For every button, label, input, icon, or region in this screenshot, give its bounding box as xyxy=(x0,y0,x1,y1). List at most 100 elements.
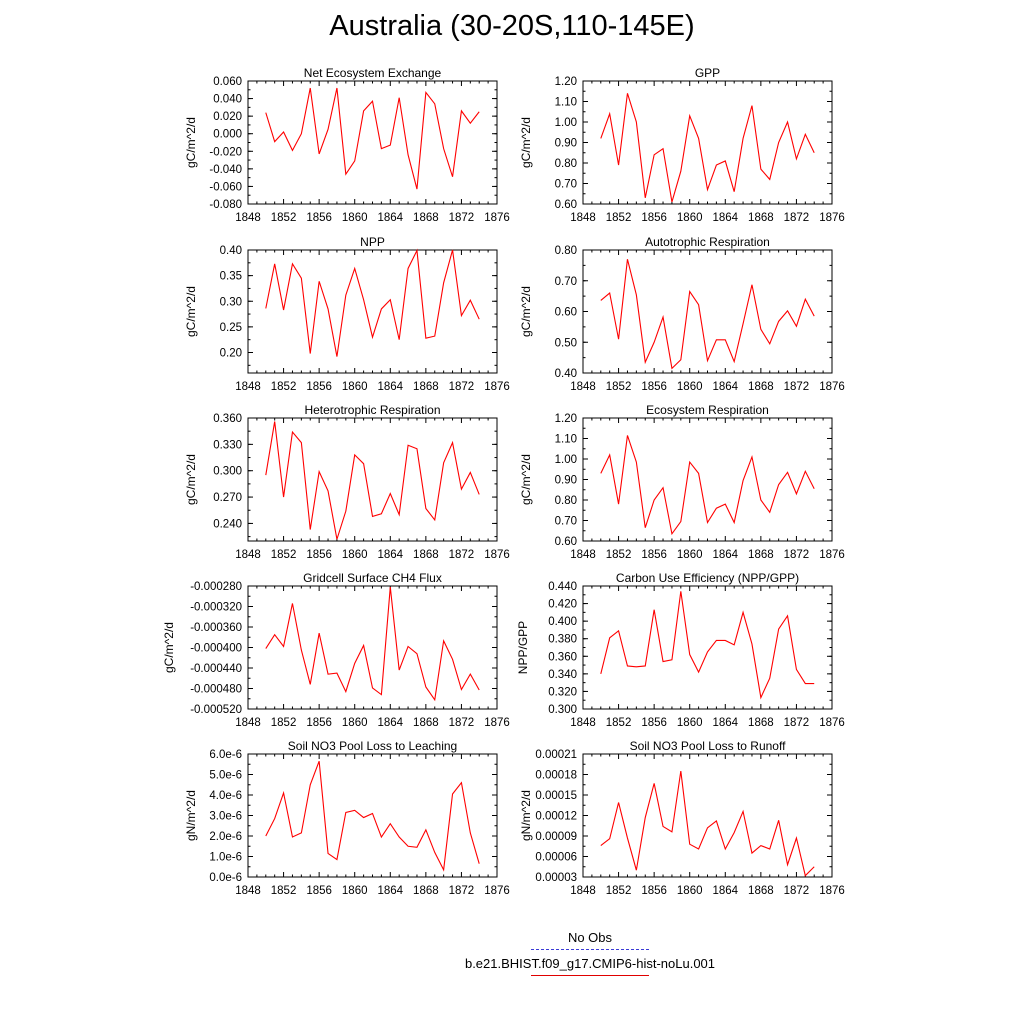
panel-2-series-line xyxy=(600,93,815,203)
panel-8-ylabel: NPP/GPP xyxy=(516,621,530,674)
panel-1-xtick-label: 1876 xyxy=(484,212,510,224)
panel-3-xtick-label: 1856 xyxy=(306,381,332,393)
panel-9-xtick-label: 1852 xyxy=(271,885,297,897)
panel-10-ytick-label: 0.00015 xyxy=(535,790,577,802)
panel-2-ytick-label: 1.00 xyxy=(555,117,577,129)
panel-3-title: NPP xyxy=(360,235,385,249)
panel-8-ytick-label: 0.340 xyxy=(548,669,577,681)
panel-1-xtick-label: 1864 xyxy=(377,212,403,224)
panel-7-xtick-label: 1872 xyxy=(449,717,475,729)
panel-3-xtick-label: 1868 xyxy=(413,381,439,393)
panel-2-xtick-label: 1868 xyxy=(748,212,774,224)
panel-9-frame xyxy=(247,753,498,878)
panel-3-xtick-label: 1872 xyxy=(449,381,475,393)
panel-8-ytick-label: 0.320 xyxy=(548,686,577,698)
legend-label-model: b.e21.BHIST.f09_g17.CMIP6-hist-noLu.001 xyxy=(464,956,716,971)
panel-2-frame xyxy=(582,80,833,205)
panel-7-ytick-label: -0.000320 xyxy=(190,602,242,614)
panel-4-xtick-label: 1860 xyxy=(677,381,703,393)
panel-2-ytick-label: 0.90 xyxy=(555,138,577,150)
panel-3-xtick-label: 1876 xyxy=(484,381,510,393)
panel-2-ytick-label: 0.80 xyxy=(555,158,577,170)
panel-6-ylabel: gC/m^2/d xyxy=(519,454,533,505)
panel-6-xtick-label: 1848 xyxy=(570,549,596,561)
panel-3-xtick-label: 1852 xyxy=(271,381,297,393)
panel-6-ytick-label: 0.70 xyxy=(555,516,577,528)
panel-6-series-line xyxy=(600,435,815,536)
panel-1-xtick-label: 1872 xyxy=(449,212,475,224)
panel-3-xtick-label: 1860 xyxy=(342,381,368,393)
panel-7-series-line xyxy=(265,586,480,702)
panel-4-series-line xyxy=(600,259,815,370)
panel-1-frame xyxy=(247,80,498,205)
panel-1-ytick-label: -0.060 xyxy=(209,181,242,193)
panel-3-frame xyxy=(247,249,498,374)
panel-5-ytick-label: 0.300 xyxy=(213,466,242,478)
panel-9-xtick-label: 1876 xyxy=(484,885,510,897)
panel-3-ytick-label: 0.25 xyxy=(220,322,242,334)
panel-1-ytick-label: 0.060 xyxy=(213,76,242,88)
panel-4-xtick-label: 1868 xyxy=(748,381,774,393)
panel-5-xtick-label: 1864 xyxy=(377,549,403,561)
panel-5-xtick-label: 1848 xyxy=(235,549,261,561)
panel-10-xtick-label: 1856 xyxy=(641,885,667,897)
panel-1-xtick-label: 1856 xyxy=(306,212,332,224)
panel-5-ytick-label: 0.360 xyxy=(213,413,242,425)
panel-7-xtick-label: 1860 xyxy=(342,717,368,729)
panel-5-series-line xyxy=(265,421,480,540)
panel-10-xtick-label: 1848 xyxy=(570,885,596,897)
panel-4-ytick-label: 0.40 xyxy=(555,368,577,380)
panel-1-ylabel: gC/m^2/d xyxy=(184,117,198,168)
panel-9-xtick-label: 1872 xyxy=(449,885,475,897)
panel-4-xtick-label: 1848 xyxy=(570,381,596,393)
panel-2-xtick-label: 1856 xyxy=(641,212,667,224)
panel-10-ylabel: gN/m^2/d xyxy=(519,790,533,841)
panel-6-xtick-label: 1872 xyxy=(784,549,810,561)
panel-8-xtick-label: 1868 xyxy=(748,717,774,729)
panel-7-ytick-label: -0.000280 xyxy=(190,581,242,593)
panel-2-xtick-label: 1872 xyxy=(784,212,810,224)
panel-6-xtick-label: 1868 xyxy=(748,549,774,561)
panel-10-ytick-label: 0.00009 xyxy=(535,831,577,843)
panel-4-xtick-label: 1876 xyxy=(819,381,845,393)
panel-10-xtick-label: 1868 xyxy=(748,885,774,897)
panel-4-xtick-label: 1872 xyxy=(784,381,810,393)
panel-7-frame xyxy=(247,585,498,710)
panel-9-xtick-label: 1848 xyxy=(235,885,261,897)
panel-2-xtick-label: 1864 xyxy=(712,212,738,224)
panel-10-title: Soil NO3 Pool Loss to Runoff xyxy=(630,739,787,753)
panel-6-xtick-label: 1864 xyxy=(712,549,738,561)
panel-4-frame xyxy=(582,249,833,374)
panel-6-ytick-label: 0.60 xyxy=(555,536,577,548)
figure-title: Australia (30-20S,110-145E) xyxy=(329,10,695,42)
panel-2-xtick-label: 1876 xyxy=(819,212,845,224)
panel-3-xtick-label: 1864 xyxy=(377,381,403,393)
panel-7-ytick-label: -0.000360 xyxy=(190,622,242,634)
panel-9-xtick-label: 1860 xyxy=(342,885,368,897)
panel-1-ytick-label: 0.020 xyxy=(213,111,242,123)
panel-9-ytick-label: 2.0e-6 xyxy=(209,831,242,843)
panel-7-title: Gridcell Surface CH4 Flux xyxy=(303,571,442,585)
panel-10-series-line xyxy=(600,771,815,877)
panel-1-xtick-label: 1868 xyxy=(413,212,439,224)
panel-5-ylabel: gC/m^2/d xyxy=(184,454,198,505)
panel-6-ytick-label: 1.00 xyxy=(555,454,577,466)
panel-4-title: Autotrophic Respiration xyxy=(645,235,770,249)
panel-7-ytick-label: -0.000440 xyxy=(190,663,242,675)
panel-10-ytick-label: 0.00006 xyxy=(535,852,577,864)
panel-1-ytick-label: -0.040 xyxy=(209,164,242,176)
panel-7-xtick-label: 1848 xyxy=(235,717,261,729)
panel-5-xtick-label: 1876 xyxy=(484,549,510,561)
panel-9-ytick-label: 0.0e-6 xyxy=(209,872,242,884)
panel-3-ytick-label: 0.30 xyxy=(220,296,242,308)
panel-2-xtick-label: 1860 xyxy=(677,212,703,224)
panel-8-xtick-label: 1848 xyxy=(570,717,596,729)
legend: No Obs b.e21.BHIST.f09_g17.CMIP6-hist-no… xyxy=(380,930,800,982)
panel-3-ytick-label: 0.35 xyxy=(220,271,242,283)
panel-2-ylabel: gC/m^2/d xyxy=(519,117,533,168)
legend-swatch-obs xyxy=(531,949,649,950)
panel-8-xtick-label: 1852 xyxy=(606,717,632,729)
panel-10-ytick-label: 0.00012 xyxy=(535,811,577,823)
panel-2-ytick-label: 0.60 xyxy=(555,199,577,211)
panel-8-ytick-label: 0.440 xyxy=(548,581,577,593)
